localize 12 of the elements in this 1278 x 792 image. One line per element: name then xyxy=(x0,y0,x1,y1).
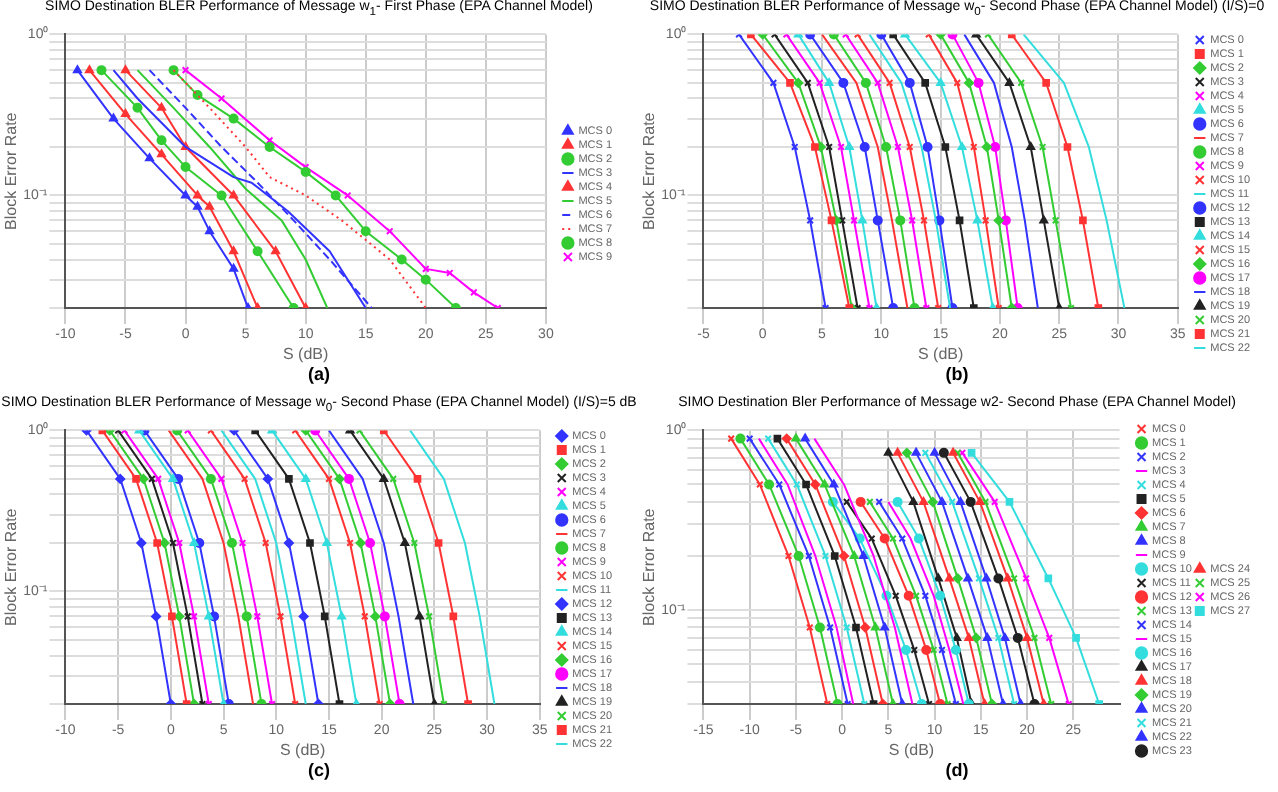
text: (d) xyxy=(945,760,969,784)
text: (a) xyxy=(308,364,330,388)
x-axis-title: S (dB) xyxy=(282,344,329,363)
text: (b) xyxy=(945,364,969,388)
text: (c) xyxy=(308,760,330,784)
y-axis-title: Block Error Rate xyxy=(640,507,659,626)
y-axis-title: Block Error Rate xyxy=(2,111,21,230)
x-axis-title: S (dB) xyxy=(279,740,326,759)
y-axis-title: Block Error Rate xyxy=(2,507,21,626)
y-axis-title: Block Error Rate xyxy=(640,111,659,230)
x-axis-title: S (dB) xyxy=(917,344,964,363)
x-axis-title: S (dB) xyxy=(888,740,935,759)
